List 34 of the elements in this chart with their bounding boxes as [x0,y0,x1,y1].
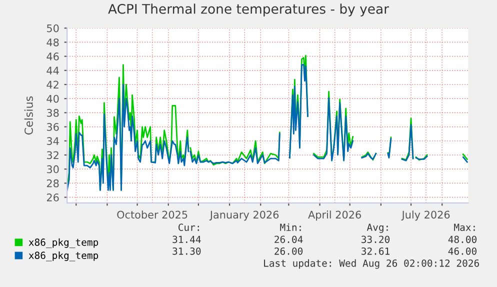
text: 31.30 [172,247,201,255]
x-tick-label: April 2026 [308,210,361,221]
text: Max: [454,224,475,232]
x-tick-label: January 2026 [209,210,279,221]
y-tick-label: 34 [46,137,59,145]
y-tick-label: 50 [47,24,59,32]
y-tick-label: 26 [46,193,59,202]
text: 46.00 [448,247,476,255]
y-tick-label: 40 [46,94,59,103]
y-tick-label: 48 [46,38,59,46]
y-tick-label: 28 [46,179,59,188]
y-tick-label: 46 [46,52,59,60]
x-tick-label: October 2025 [117,210,188,219]
text: 26.04 [274,236,303,244]
x-tick-label: July 2026 [401,210,450,221]
text: 33.20 [362,236,390,244]
text: Cur: [178,224,199,232]
y-tick-label: 32 [46,151,58,160]
y-tick-label: 42 [46,80,58,88]
text: 31.44 [172,236,201,244]
text: Avg: [366,224,388,233]
text: 32.61 [362,247,390,255]
text: 48.00 [448,236,476,244]
legend-label: x86_pkg_temp [28,238,98,248]
y-tick-label: 30 [46,165,59,174]
y-axis-title: Celsius [24,96,33,135]
y-tick-label: 44 [46,66,59,74]
y-tick-label: 38 [46,108,59,117]
text: 26.00 [274,247,303,255]
text: Min: [280,223,301,231]
text: Last update: Wed Aug 26 02:00:12 2026 [264,259,479,269]
y-tick-label: 36 [46,123,59,131]
chart-title: ACPI Thermal zone temperatures - by year [108,4,390,16]
legend-label: x86_pkg_temp [28,252,98,262]
